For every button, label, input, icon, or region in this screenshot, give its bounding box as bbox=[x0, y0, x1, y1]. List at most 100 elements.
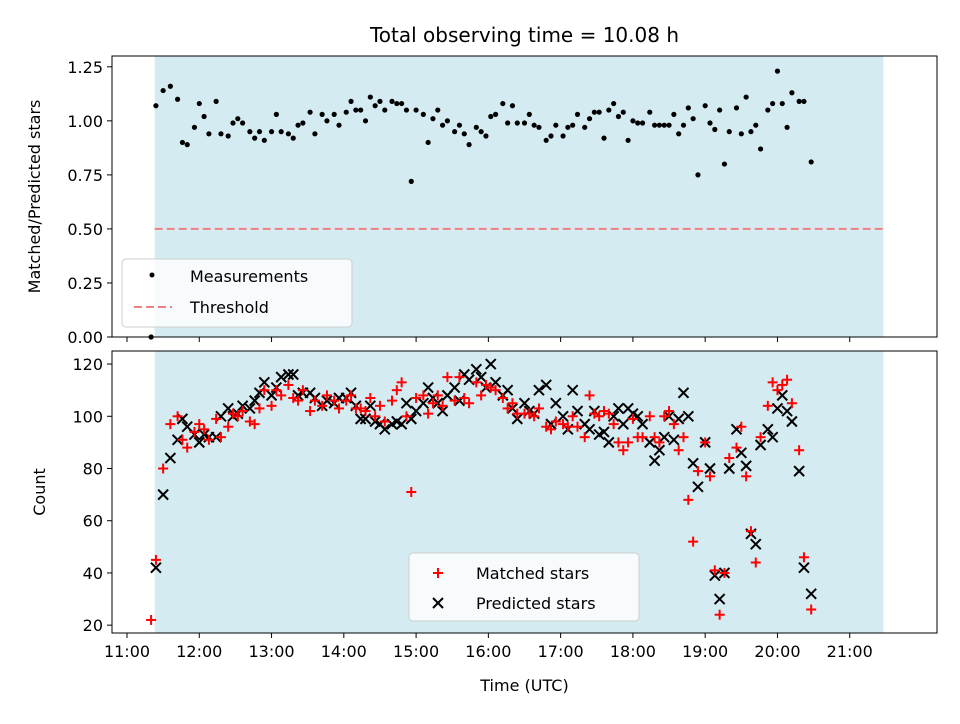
predicted-star-point-d2 bbox=[540, 379, 552, 391]
predicted-star-point bbox=[776, 389, 788, 402]
predicted-star-point-d2 bbox=[364, 400, 377, 412]
predicted-star-point-d2 bbox=[607, 410, 620, 422]
measurement-point bbox=[770, 100, 776, 107]
matched-star-point bbox=[396, 377, 407, 388]
predicted-star-point-d2 bbox=[709, 569, 721, 582]
predicted-star-point bbox=[766, 431, 779, 443]
predicted-star-point-d2 bbox=[566, 384, 579, 396]
matched-star-point bbox=[664, 406, 675, 417]
predicted-star-point bbox=[150, 562, 162, 574]
matched-star-point bbox=[237, 406, 248, 417]
matched-star-point bbox=[365, 393, 376, 403]
predicted-star-point-d2 bbox=[762, 423, 774, 436]
measurement-point bbox=[435, 107, 441, 113]
measurement-point bbox=[574, 111, 581, 117]
matched-star-point bbox=[782, 374, 793, 385]
predicted-star-point bbox=[359, 413, 372, 425]
matched-star-point bbox=[741, 471, 752, 482]
matched-star-point bbox=[259, 385, 270, 396]
matched-star-point bbox=[546, 424, 556, 435]
measurement-point bbox=[273, 111, 279, 117]
predicted-star-point bbox=[793, 465, 805, 477]
measurement-point bbox=[765, 107, 771, 113]
matched-star-point bbox=[644, 411, 655, 422]
predicted-star-point-d2 bbox=[692, 481, 704, 493]
predicted-star-point bbox=[485, 358, 497, 370]
matched-star-point bbox=[177, 434, 188, 445]
predicted-star-point bbox=[571, 405, 584, 417]
matched-star-point bbox=[317, 400, 328, 411]
matched-star-point bbox=[199, 424, 210, 435]
measurement-point bbox=[331, 111, 337, 117]
predicted-star-point-d2 bbox=[485, 358, 497, 370]
matched-star-point bbox=[297, 385, 308, 396]
predicted-star-point bbox=[668, 434, 680, 446]
predicted-star-point-d2 bbox=[793, 465, 805, 477]
measurement-point bbox=[606, 107, 612, 113]
predicted-star-point bbox=[518, 397, 531, 409]
predicted-star-point-d2 bbox=[417, 397, 430, 409]
predicted-star-point-d2 bbox=[258, 376, 271, 389]
predicted-star-point-d2 bbox=[198, 428, 210, 441]
measurement-point bbox=[521, 120, 528, 126]
predicted-star-point bbox=[798, 562, 810, 574]
bottom-y-axis-label: Count bbox=[30, 468, 49, 516]
predicted-star-point-d2 bbox=[571, 405, 584, 417]
measurement-point bbox=[543, 137, 549, 143]
x-axis-label: Time (UTC) bbox=[479, 676, 568, 695]
predicted-star-point-d2 bbox=[648, 454, 661, 467]
measurement-point bbox=[300, 120, 306, 126]
matched-star-point bbox=[688, 536, 699, 547]
measurement-point bbox=[808, 159, 814, 165]
predicted-star-point-d2 bbox=[740, 460, 752, 472]
matched-star-point bbox=[427, 398, 438, 409]
matched-star-point bbox=[329, 395, 340, 406]
measurement-point bbox=[430, 116, 436, 122]
predicted-star-point-d2 bbox=[622, 402, 634, 415]
predicted-star-point-d2 bbox=[193, 436, 205, 449]
top-y-tick-label: 0.00 bbox=[67, 328, 103, 347]
matched-star-point bbox=[411, 393, 422, 403]
predicted-star-point-d2 bbox=[713, 593, 726, 605]
measurement-point bbox=[256, 129, 263, 135]
predicted-star-point bbox=[550, 397, 562, 409]
matched-star-point bbox=[360, 406, 371, 417]
measurement-point bbox=[796, 98, 802, 104]
top-y-tick-label: 0.75 bbox=[67, 166, 103, 185]
matched-star-point bbox=[497, 393, 508, 403]
measurement-point bbox=[591, 109, 597, 115]
measurement-point bbox=[625, 137, 631, 143]
predicted-star-point-d2 bbox=[150, 562, 162, 574]
predicted-star-point bbox=[364, 400, 377, 412]
matched-star-point bbox=[334, 403, 344, 414]
matched-star-point bbox=[637, 432, 648, 443]
predicted-star-point-d2 bbox=[735, 447, 748, 459]
measurement-point bbox=[676, 131, 682, 137]
matched-star-point bbox=[305, 406, 316, 417]
predicted-star-point-d2 bbox=[750, 538, 762, 550]
predicted-star-point bbox=[740, 460, 752, 472]
measurement-point bbox=[184, 142, 190, 148]
predicted-star-point bbox=[236, 400, 249, 412]
measurement-point bbox=[466, 142, 472, 148]
top-panel: 0.00 0.25 0.50 0.75 1.00 1.25 Total observing… bbox=[25, 23, 938, 347]
predicted-star-point bbox=[781, 405, 793, 417]
predicted-star-point-d2 bbox=[369, 415, 381, 428]
predicted-star-point-d2 bbox=[583, 423, 596, 436]
measurement-point bbox=[666, 122, 672, 128]
matched-star-point bbox=[745, 526, 756, 537]
measurement-point bbox=[717, 107, 723, 113]
predicted-star-point-d2 bbox=[181, 421, 193, 433]
predicted-star-point-d2 bbox=[379, 423, 391, 436]
matched-star-point bbox=[678, 432, 689, 443]
measurement-point bbox=[353, 107, 359, 113]
measurement-point bbox=[707, 120, 713, 126]
x-tick-label: 19:00 bbox=[682, 642, 728, 661]
bottom-plot-marks bbox=[146, 358, 817, 625]
measurement-point bbox=[218, 131, 224, 137]
predicted-star-point-d2 bbox=[321, 394, 333, 407]
predicted-star-point-d2 bbox=[475, 371, 487, 383]
matched-star-point bbox=[673, 445, 684, 456]
x-tick-label: 14:00 bbox=[321, 642, 367, 661]
matched-star-point bbox=[321, 390, 332, 401]
